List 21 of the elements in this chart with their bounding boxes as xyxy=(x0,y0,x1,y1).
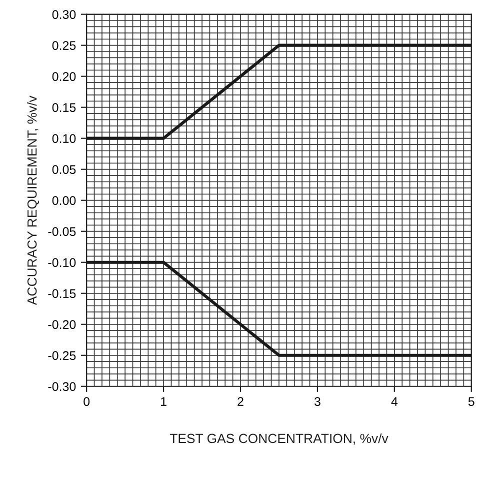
y-tick-label: 0.00 xyxy=(52,196,76,205)
y-tick-label: 0.05 xyxy=(52,165,76,174)
x-tick-label: 3 xyxy=(314,397,320,406)
x-tick-label: 4 xyxy=(391,397,398,406)
y-axis-title: ACCURACY REQUIREMENT, %v/v xyxy=(27,96,40,306)
y-tick-label: 0.30 xyxy=(52,10,76,19)
x-tick-label: 0 xyxy=(84,397,90,406)
y-tick-label: 0.25 xyxy=(52,41,76,50)
x-tick-label: 2 xyxy=(238,397,244,406)
x-axis-title: TEST GAS CONCENTRATION, %v/v xyxy=(170,433,388,445)
x-tick-label: 5 xyxy=(468,397,474,406)
y-tick-label: 0.10 xyxy=(52,134,76,143)
y-tick-label: -0.25 xyxy=(48,351,76,360)
y-tick-label: 0.20 xyxy=(52,72,76,81)
y-tick-label: -0.15 xyxy=(48,289,76,298)
y-tick-label: -0.10 xyxy=(48,258,76,267)
y-tick-label: -0.05 xyxy=(48,227,76,236)
y-tick-label: -0.20 xyxy=(48,320,76,330)
y-tick-label: 0.15 xyxy=(52,103,76,112)
y-tick-label: -0.30 xyxy=(48,382,76,392)
x-tick-label: 1 xyxy=(161,397,166,406)
